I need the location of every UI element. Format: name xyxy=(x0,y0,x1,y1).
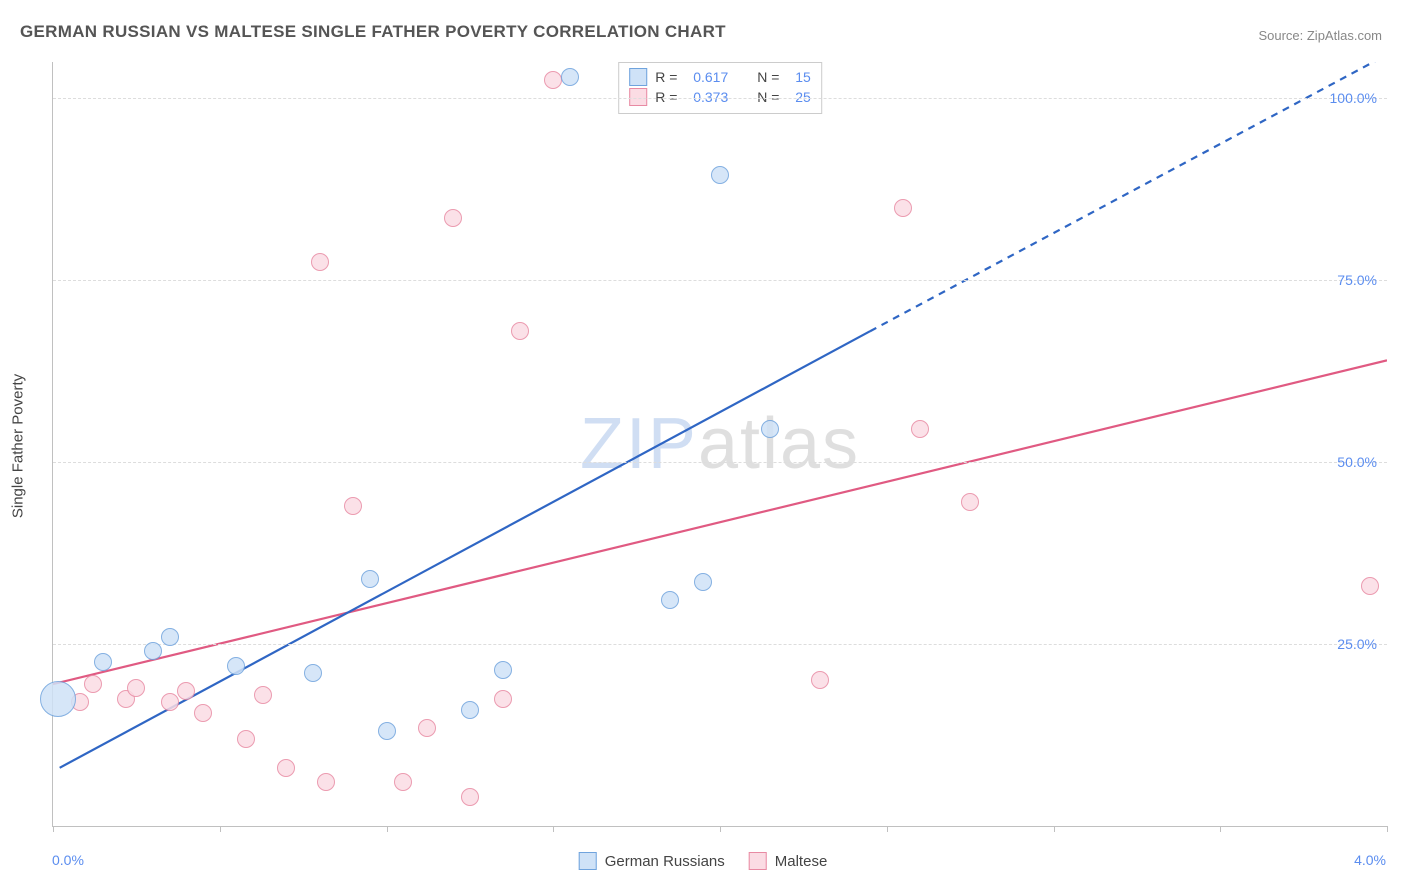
x-tick xyxy=(720,826,721,832)
data-point xyxy=(561,68,579,86)
n-label: N = xyxy=(757,87,787,107)
legend-label-maltese: Maltese xyxy=(775,853,828,870)
x-tick xyxy=(1387,826,1388,832)
x-tick xyxy=(1054,826,1055,832)
legend-label-german: German Russians xyxy=(605,853,725,870)
data-point xyxy=(127,679,145,697)
legend-item-german: German Russians xyxy=(579,852,725,870)
legend-row-maltese: R = 0.373 N = 25 xyxy=(629,87,811,107)
n-label: N = xyxy=(757,67,787,87)
swatch-german-icon xyxy=(629,68,647,86)
data-point xyxy=(394,773,412,791)
data-point xyxy=(661,591,679,609)
data-point xyxy=(511,322,529,340)
data-point xyxy=(961,493,979,511)
y-tick-label: 50.0% xyxy=(1337,454,1377,470)
data-point xyxy=(177,682,195,700)
data-point xyxy=(344,497,362,515)
data-point xyxy=(494,690,512,708)
data-point xyxy=(144,642,162,660)
x-tick xyxy=(553,826,554,832)
r-value-maltese: 0.373 xyxy=(693,87,743,107)
data-point xyxy=(361,570,379,588)
swatch-maltese-icon xyxy=(629,88,647,106)
data-point xyxy=(304,664,322,682)
n-value-german: 15 xyxy=(795,67,811,87)
data-point xyxy=(317,773,335,791)
x-tick xyxy=(387,826,388,832)
data-point xyxy=(311,253,329,271)
grid-line xyxy=(53,98,1387,99)
correlation-legend: R = 0.617 N = 15 R = 0.373 N = 25 xyxy=(618,62,822,114)
chart-title: GERMAN RUSSIAN VS MALTESE SINGLE FATHER … xyxy=(20,22,726,42)
data-point xyxy=(444,209,462,227)
data-point xyxy=(40,681,76,717)
x-tick xyxy=(53,826,54,832)
data-point xyxy=(761,420,779,438)
data-point xyxy=(811,671,829,689)
data-point xyxy=(237,730,255,748)
data-point xyxy=(494,661,512,679)
data-point xyxy=(161,628,179,646)
x-tick xyxy=(220,826,221,832)
x-axis-max-label: 4.0% xyxy=(1354,852,1386,868)
grid-line xyxy=(53,644,1387,645)
data-point xyxy=(694,573,712,591)
chart-container: GERMAN RUSSIAN VS MALTESE SINGLE FATHER … xyxy=(0,0,1406,892)
watermark-zip: ZIP xyxy=(580,404,698,484)
data-point xyxy=(461,701,479,719)
y-tick-label: 75.0% xyxy=(1337,272,1377,288)
swatch-maltese-icon xyxy=(749,852,767,870)
plot-area: ZIPatlas R = 0.617 N = 15 R = 0.373 N = … xyxy=(52,62,1387,827)
y-tick-label: 100.0% xyxy=(1330,90,1377,106)
data-point xyxy=(254,686,272,704)
watermark-atlas: atlas xyxy=(698,404,860,484)
data-point xyxy=(94,653,112,671)
data-point xyxy=(461,788,479,806)
series-legend: German Russians Maltese xyxy=(579,852,828,870)
y-axis-title: Single Father Poverty xyxy=(10,374,27,518)
data-point xyxy=(161,693,179,711)
data-point xyxy=(1361,577,1379,595)
legend-item-maltese: Maltese xyxy=(749,852,828,870)
data-point xyxy=(894,199,912,217)
source-label: Source: ZipAtlas.com xyxy=(1258,28,1382,43)
x-tick xyxy=(1220,826,1221,832)
data-point xyxy=(84,675,102,693)
n-value-maltese: 25 xyxy=(795,87,811,107)
r-value-german: 0.617 xyxy=(693,67,743,87)
data-point xyxy=(194,704,212,722)
grid-line xyxy=(53,280,1387,281)
data-point xyxy=(418,719,436,737)
data-point xyxy=(544,71,562,89)
x-axis-min-label: 0.0% xyxy=(52,852,84,868)
x-tick xyxy=(887,826,888,832)
swatch-german-icon xyxy=(579,852,597,870)
data-point xyxy=(227,657,245,675)
grid-line xyxy=(53,462,1387,463)
data-point xyxy=(378,722,396,740)
r-label: R = xyxy=(655,67,685,87)
r-label: R = xyxy=(655,87,685,107)
y-tick-label: 25.0% xyxy=(1337,636,1377,652)
data-point xyxy=(711,166,729,184)
legend-row-german: R = 0.617 N = 15 xyxy=(629,67,811,87)
watermark: ZIPatlas xyxy=(580,403,860,485)
data-point xyxy=(277,759,295,777)
data-point xyxy=(911,420,929,438)
